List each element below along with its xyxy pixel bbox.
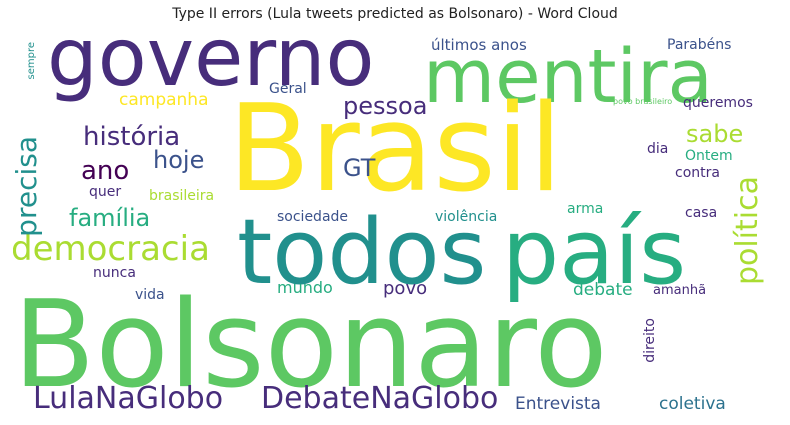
word-bolsonaro: Bolsonaro: [13, 276, 608, 415]
word-ontem: Ontem: [685, 148, 733, 164]
word-amanha: amanhã: [653, 283, 707, 298]
word-mentira: mentira: [423, 34, 713, 120]
word-debatenaglobo: DebateNaGlobo: [261, 381, 499, 416]
word-governo: governo: [47, 28, 375, 104]
word-nunca: nunca: [93, 265, 136, 281]
word-povo: povo: [383, 278, 428, 299]
word-brasileira: brasileira: [149, 188, 215, 204]
word-campanha: campanha: [119, 90, 209, 110]
word-queremos: queremos: [683, 95, 753, 111]
word-ultimos-anos: últimos anos: [431, 36, 527, 54]
word-pais: país: [502, 200, 687, 305]
word-todos: todos: [237, 200, 487, 305]
word-casa: casa: [685, 205, 718, 221]
chart-title: Type II errors (Lula tweets predicted as…: [172, 6, 618, 22]
word-mundo: mundo: [277, 278, 333, 297]
word-povo-brasileiro: povo brasileiro: [613, 97, 673, 106]
word-lulanaglobo: LulaNaGlobo: [33, 381, 224, 416]
word-precisa: precisa: [13, 136, 43, 237]
word-cloud: governo mentira Brasil todos país Bolson…: [13, 28, 777, 420]
word-vida: vida: [135, 287, 165, 303]
word-geral: Geral: [269, 81, 307, 97]
word-democracia: democracia: [13, 229, 210, 269]
word-familia: família: [69, 204, 151, 232]
word-sempre: sempre: [26, 42, 37, 80]
word-entrevista: Entrevista: [515, 394, 601, 414]
word-violencia: violência: [435, 209, 498, 225]
word-arma: arma: [567, 201, 604, 217]
word-sabe: sabe: [686, 120, 744, 148]
word-contra: contra: [675, 165, 720, 181]
word-pessoa: pessoa: [343, 92, 428, 120]
word-sociedade: sociedade: [277, 209, 349, 225]
word-dia: dia: [647, 141, 669, 157]
word-ano: ano: [81, 156, 130, 186]
word-hoje: hoje: [153, 146, 205, 174]
word-politica: política: [730, 176, 765, 286]
word-debate: debate: [573, 280, 633, 300]
word-direito: direito: [642, 318, 658, 363]
word-brasil: Brasil: [228, 80, 563, 219]
word-coletiva: coletiva: [659, 394, 726, 414]
word-historia: história: [83, 122, 181, 152]
word-quer: quer: [89, 184, 122, 200]
word-gt: GT: [343, 154, 376, 182]
word-parabens: Parabéns: [667, 37, 732, 53]
